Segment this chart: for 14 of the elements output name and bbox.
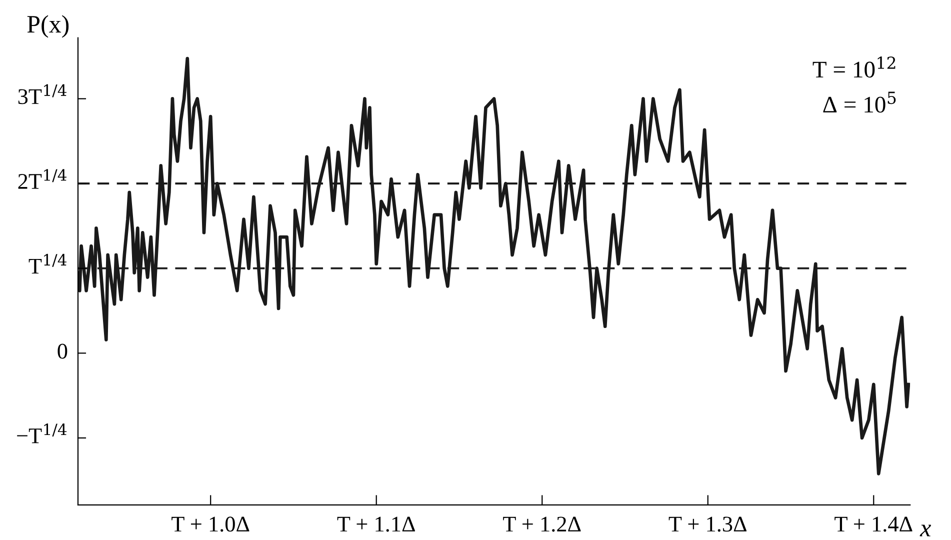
x-axis-title: x xyxy=(920,524,932,536)
text: 0 xyxy=(58,344,68,359)
text: 2T$^{1/4}$ xyxy=(18,169,66,189)
x-tick-label: T + 1.4Δ xyxy=(834,516,912,532)
text: 3T$^{1/4}$ xyxy=(18,84,66,104)
y-axis-title: P(x) xyxy=(27,15,69,38)
text: T$^{1/4}$ xyxy=(28,254,66,274)
annotation: Δ = 10$^{5}$ xyxy=(823,92,896,113)
x-tick-label: T + 1.3Δ xyxy=(668,516,746,532)
x-tick-label: T + 1.2Δ xyxy=(503,516,581,532)
x-tick-label: T + 1.1Δ xyxy=(337,516,415,532)
annotation: T = 10$^{12}$ xyxy=(812,56,896,78)
text: −T$^{1/4}$ xyxy=(17,424,67,444)
x-tick-label: T + 1.0Δ xyxy=(172,516,250,532)
